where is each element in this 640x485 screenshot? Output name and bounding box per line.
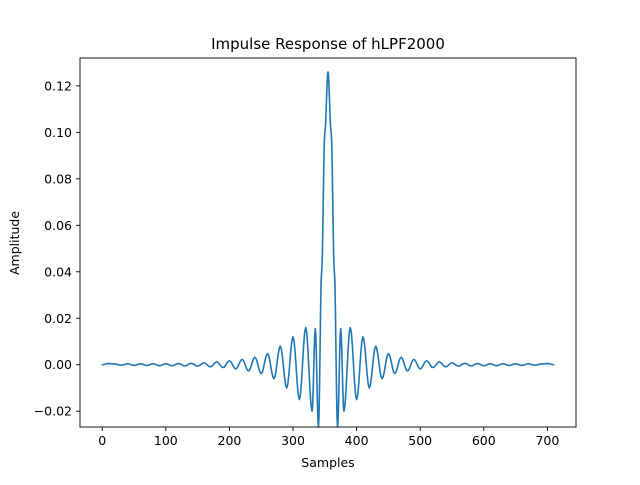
y-tick-label: 0.08 [44, 171, 72, 186]
x-axis-label: Samples [301, 455, 354, 470]
x-tick-label: 300 [281, 433, 305, 448]
x-axis-ticks: 0 100 200 300 400 500 600 700 [98, 427, 559, 448]
y-tick-label: 0.00 [44, 357, 72, 372]
y-tick-label: 0.12 [44, 78, 72, 93]
x-tick-label: 400 [345, 433, 369, 448]
y-tick-label: −0.02 [34, 404, 72, 419]
x-tick-label: 100 [154, 433, 178, 448]
y-tick-label: 0.04 [44, 264, 72, 279]
y-tick-label: 0.02 [44, 311, 72, 326]
plot-area [101, 71, 555, 428]
x-tick-label: 600 [472, 433, 496, 448]
y-tick-label: 0.06 [44, 218, 72, 233]
axes-frame [79, 57, 577, 428]
x-tick-label: 0 [98, 433, 106, 448]
y-axis-label: Amplitude [7, 211, 22, 275]
x-tick-label: 200 [218, 433, 242, 448]
y-tick-label: 0.10 [44, 125, 72, 140]
chart-title: Impulse Response of hLPF2000 [211, 35, 445, 53]
series-line [101, 71, 555, 428]
x-tick-label: 500 [408, 433, 432, 448]
x-tick-label: 700 [535, 433, 559, 448]
y-axis-ticks: −0.02 0.00 0.02 0.04 0.06 0.08 0.10 0.12 [34, 78, 80, 419]
